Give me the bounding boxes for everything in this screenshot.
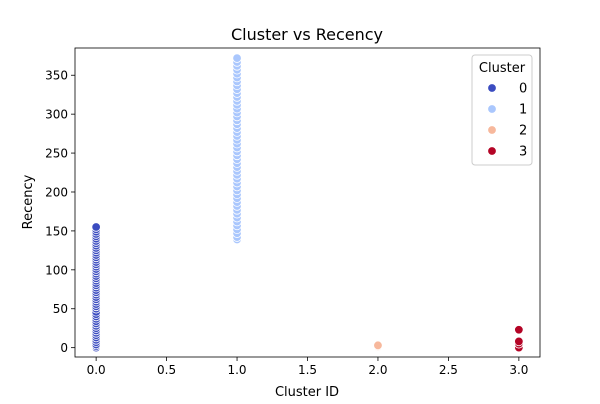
legend: Cluster 0 1 2 3 [471, 54, 533, 166]
x-tick-label: 1.5 [298, 363, 317, 377]
legend-label-cluster-2: 2 [519, 124, 527, 139]
legend-label-cluster-0: 0 [519, 82, 527, 97]
legend-label-cluster-3: 3 [519, 145, 527, 160]
data-point-cluster-3 [514, 325, 524, 335]
data-point-cluster-3 [514, 336, 524, 347]
x-axis-label: Cluster ID [275, 385, 339, 400]
legend-items: 0 1 2 3 [487, 82, 527, 160]
y-axis: 0 50 100 150 200 250 300 350 [45, 69, 75, 355]
legend-marker-cluster-1 [487, 104, 497, 114]
x-axis: 0.0 0.5 1.0 1.5 2.0 2.5 3.0 [87, 357, 528, 377]
y-tick-label: 0 [60, 341, 68, 355]
legend-marker-cluster-0 [487, 83, 497, 93]
data-point-cluster-1 [232, 53, 242, 63]
y-tick-label: 250 [45, 147, 68, 161]
legend-title: Cluster [479, 61, 526, 76]
y-tick-label: 300 [45, 108, 68, 122]
x-tick-label: 0.5 [157, 363, 176, 377]
legend-box [471, 54, 533, 166]
data-point-cluster-2 [373, 340, 383, 351]
legend-marker-cluster-2 [487, 125, 497, 135]
y-axis-label: Recency [21, 174, 36, 229]
legend-label-cluster-1: 1 [519, 103, 527, 118]
x-tick-label: 0.0 [87, 363, 106, 377]
y-tick-label: 50 [53, 302, 68, 316]
x-tick-label: 2.5 [439, 363, 458, 377]
chart-title: Cluster vs Recency [231, 25, 383, 44]
plot-area [91, 53, 524, 353]
legend-marker-cluster-3 [487, 146, 497, 156]
x-tick-label: 1.0 [227, 363, 246, 377]
x-tick-label: 2.0 [368, 363, 387, 377]
x-tick-label: 3.0 [509, 363, 528, 377]
y-tick-label: 100 [45, 263, 68, 277]
y-tick-label: 200 [45, 185, 68, 199]
data-point-cluster-0 [91, 222, 101, 232]
plot-frame [74, 47, 541, 358]
y-tick-label: 150 [45, 224, 68, 238]
y-tick-label: 350 [45, 69, 68, 83]
